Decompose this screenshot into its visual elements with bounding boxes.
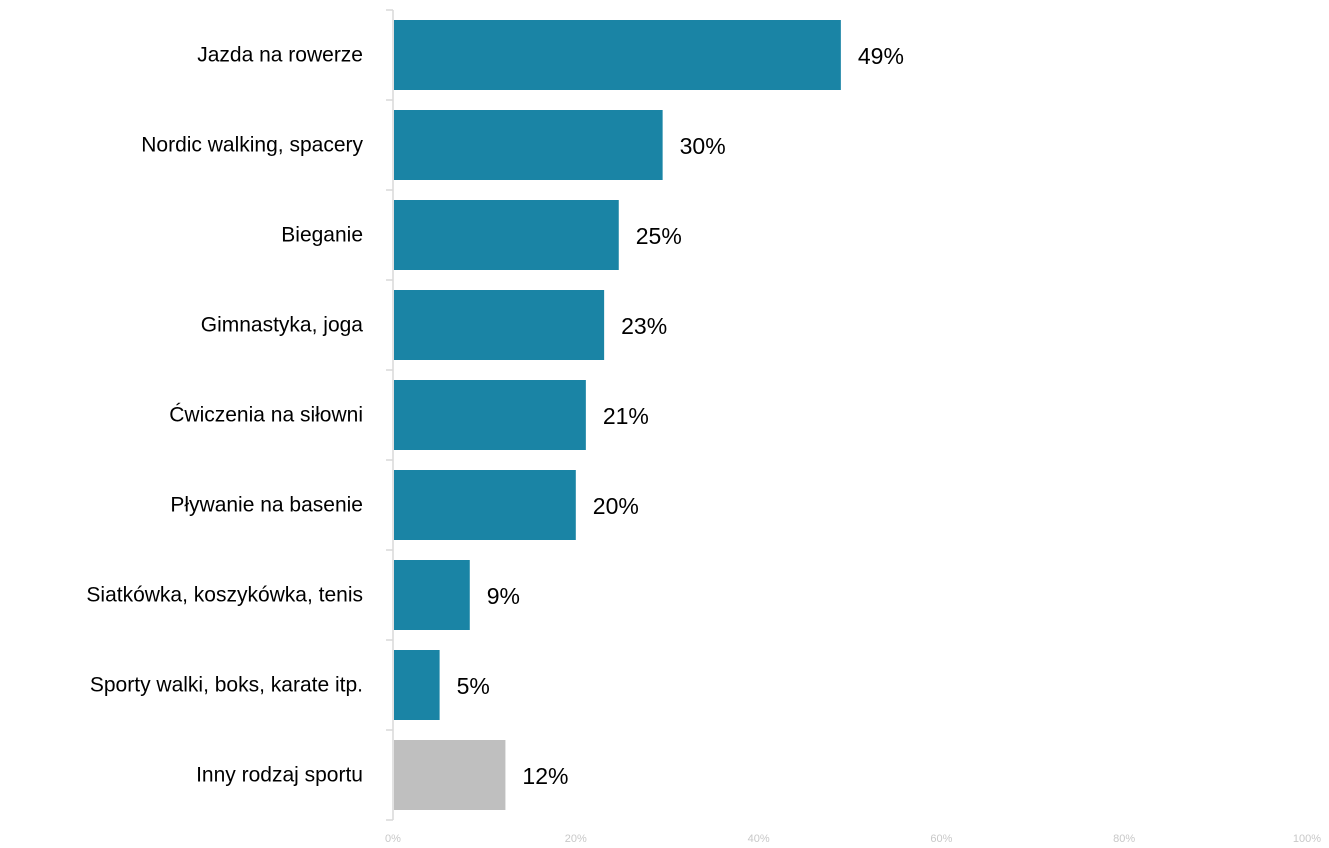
bar: [394, 200, 619, 270]
category-label: Bieganie: [281, 224, 363, 247]
bar: [394, 110, 663, 180]
bar: [394, 740, 506, 810]
category-label: Sporty walki, boks, karate itp.: [90, 674, 363, 697]
value-label: 9%: [487, 583, 520, 609]
x-tick-label: 80%: [1113, 833, 1135, 845]
category-label: Nordic walking, spacery: [141, 134, 363, 157]
value-label: 20%: [593, 493, 639, 519]
value-label: 30%: [680, 133, 726, 159]
x-tick-label: 40%: [748, 833, 770, 845]
x-tick-label: 20%: [565, 833, 587, 845]
value-label: 5%: [457, 673, 490, 699]
x-axis-ticks: 0% 20% 40% 60% 80% 100%: [385, 833, 1321, 845]
bars-layer: [394, 20, 841, 810]
category-label: Jazda na rowerze: [197, 44, 363, 67]
x-tick-label: 100%: [1293, 833, 1321, 845]
bar: [394, 20, 841, 90]
category-label: Ćwiczenia na siłowni: [169, 404, 363, 427]
category-label: Gimnastyka, joga: [201, 314, 364, 337]
category-label: Pływanie na basenie: [170, 494, 363, 517]
bar: [394, 380, 586, 450]
value-label: 21%: [603, 403, 649, 429]
category-label: Siatkówka, koszykówka, tenis: [86, 584, 363, 607]
labels-layer: Jazda na rowerze 49% Nordic walking, space…: [86, 43, 904, 789]
category-label: Inny rodzaj sportu: [196, 764, 363, 787]
axis-layer: [386, 9, 394, 821]
bar: [394, 290, 605, 360]
bar: [394, 470, 576, 540]
value-label: 49%: [858, 43, 904, 69]
x-tick-label: 60%: [930, 833, 952, 845]
bar: [394, 560, 470, 630]
value-label: 25%: [636, 223, 682, 249]
bar: [394, 650, 440, 720]
value-label: 12%: [522, 763, 568, 789]
value-label: 23%: [621, 313, 667, 339]
x-tick-label: 0%: [385, 833, 401, 845]
